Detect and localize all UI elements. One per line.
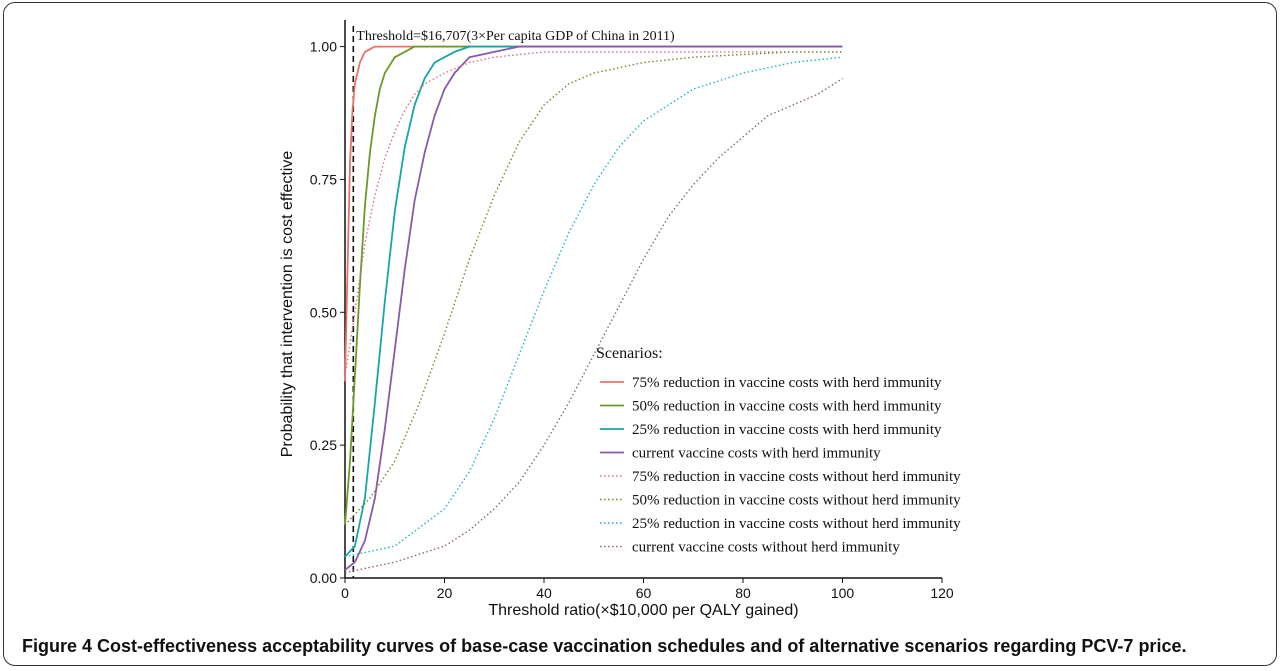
legend-label: 50% reduction in vaccine costs with herd… [632, 399, 942, 415]
y-tick-label: 0.00 [310, 570, 337, 586]
figure-frame [3, 2, 1277, 666]
legend-label: 25% reduction in vaccine costs with herd… [632, 422, 942, 438]
y-axis-title: Probability that intervention is cost ef… [279, 151, 296, 458]
series-line-2 [344, 45, 843, 525]
x-tick-label: 60 [636, 585, 652, 601]
figure-label: Figure 4 [22, 636, 93, 656]
threshold-label: Threshold=$16,707(3×Per capita GDP of Ch… [356, 29, 675, 44]
x-tick-label: 120 [930, 585, 954, 601]
x-tick-label: 80 [735, 585, 751, 601]
y-tick-label: 1.00 [310, 39, 337, 55]
series-line-1 [344, 45, 843, 382]
y-tick-label: 0.50 [310, 304, 337, 320]
x-tick-label: 20 [437, 585, 453, 601]
legend-title: Scenarios: [596, 345, 663, 362]
figure-caption: Figure 4 Cost-effectiveness acceptabilit… [22, 636, 1272, 657]
x-tick-label: 100 [831, 585, 855, 601]
legend-label: 50% reduction in vaccine costs without h… [632, 493, 961, 509]
series-line-5 [344, 51, 843, 377]
chart-axes: 0 20 40 60 80 100 120 0.00 0.25 0.50 0.75 1.00 [310, 20, 954, 601]
chart-curves [344, 45, 843, 574]
y-tick-label: 0.75 [310, 171, 337, 187]
legend-label: current vaccine costs with herd immunity [632, 446, 881, 462]
x-tick-label: 40 [536, 585, 552, 601]
legend-label: 25% reduction in vaccine costs without h… [632, 516, 961, 532]
caption-text: Cost-effectiveness acceptability curves … [97, 636, 1187, 656]
chart-legend: 75% reduction in vaccine costs with herd… [600, 375, 961, 556]
series-line-3 [344, 45, 843, 558]
series-line-7 [344, 56, 843, 558]
x-axis-title: Threshold ratio(×$10,000 per QALY gained… [488, 602, 798, 619]
x-tick-label: 0 [341, 585, 349, 601]
series-line-4 [344, 45, 843, 571]
legend-label: 75% reduction in vaccine costs without h… [632, 469, 961, 485]
legend-label: 75% reduction in vaccine costs with herd… [632, 375, 942, 391]
series-line-6 [344, 51, 843, 526]
legend-label: current vaccine costs without herd immun… [632, 540, 900, 556]
series-line-8 [344, 77, 843, 574]
y-tick-label: 0.25 [310, 437, 337, 453]
